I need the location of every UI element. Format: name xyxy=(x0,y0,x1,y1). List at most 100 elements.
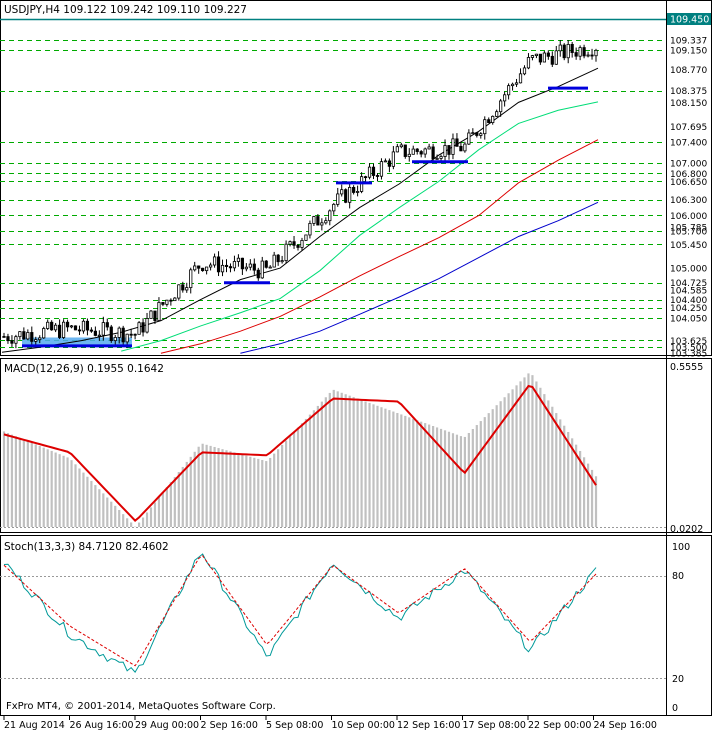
macd-panel-title: MACD(12,26,9) 0.1955 0.1642 xyxy=(4,363,164,375)
macd-bar xyxy=(185,461,188,527)
macd-bar xyxy=(451,433,455,527)
candle-body xyxy=(236,257,241,262)
macd-bar xyxy=(503,397,506,527)
macd-bar xyxy=(348,395,351,527)
macd-bar xyxy=(153,502,157,527)
candle-body xyxy=(272,254,276,268)
candle-body xyxy=(320,222,324,226)
macd-bar xyxy=(122,514,125,527)
candle-body xyxy=(69,325,74,328)
price-axis-label: 103.500 xyxy=(670,343,707,353)
candle-body xyxy=(491,115,495,123)
candle-body xyxy=(375,175,380,177)
candle-body xyxy=(316,216,320,226)
price-axis-label: 109.150 xyxy=(670,46,707,56)
macd-bar xyxy=(241,454,244,527)
macd-bar xyxy=(118,509,121,527)
macd-bar xyxy=(507,393,510,527)
candle-body xyxy=(296,244,300,248)
candle-body xyxy=(18,331,22,338)
macd-bar xyxy=(420,421,423,527)
candle-body xyxy=(308,223,312,236)
candle-body xyxy=(582,47,586,57)
candle-body xyxy=(109,326,113,342)
candlesticks xyxy=(2,40,598,349)
macd-bar xyxy=(102,493,105,527)
macd-bar xyxy=(173,477,176,527)
macd-bar xyxy=(404,415,407,527)
candle-body xyxy=(149,310,153,319)
macd-bar xyxy=(161,492,165,527)
macd-bar xyxy=(368,402,371,527)
price-axis-label: 108.150 xyxy=(670,99,707,109)
candle-body xyxy=(26,332,30,340)
macd-bar xyxy=(328,392,331,527)
macd-bar xyxy=(277,449,280,527)
price-axis-label: 104.250 xyxy=(670,304,707,314)
current-price-box xyxy=(667,13,711,25)
candle-body xyxy=(510,83,515,87)
candle-body xyxy=(534,53,539,56)
candle-body xyxy=(383,160,388,163)
macd-bar xyxy=(157,497,161,527)
candle-body xyxy=(506,85,511,96)
macd-bar xyxy=(515,385,518,527)
candle-body xyxy=(181,284,185,291)
macd-bar xyxy=(467,432,470,527)
macd-bar xyxy=(455,434,459,527)
macd-bar xyxy=(269,457,272,527)
macd-bar xyxy=(78,468,81,527)
macd-bar xyxy=(82,472,85,527)
macd-bar xyxy=(261,459,264,527)
macd-bar xyxy=(130,522,133,527)
macd-bar xyxy=(523,377,526,527)
candle-body xyxy=(224,264,229,267)
macd-bar xyxy=(495,405,498,527)
candle-body xyxy=(586,54,590,57)
candle-body xyxy=(42,328,46,339)
macd-bar xyxy=(273,453,276,527)
candle-body xyxy=(22,331,26,340)
macd-bar xyxy=(408,417,411,527)
macd-bar xyxy=(424,423,427,527)
candle-body xyxy=(252,263,256,271)
candle-body xyxy=(447,145,451,155)
candle-body xyxy=(50,321,54,331)
macd-bar xyxy=(70,460,73,527)
macd-bar xyxy=(320,401,323,527)
macd-bar xyxy=(94,485,97,527)
macd-bar xyxy=(265,461,268,527)
price-axis-label: 106.800 xyxy=(670,170,707,180)
macd-bar xyxy=(137,522,141,527)
macd-bar xyxy=(511,389,514,527)
candle-body xyxy=(165,299,169,305)
candle-body xyxy=(443,145,447,157)
candle-body xyxy=(85,320,90,331)
candle-body xyxy=(570,43,574,53)
price-axis-label: 105.450 xyxy=(670,241,707,251)
candle-body xyxy=(344,189,348,203)
macd-bar xyxy=(205,444,208,527)
price-axis-label: 104.050 xyxy=(670,315,707,325)
candle-body xyxy=(518,73,523,84)
macd-bar xyxy=(257,458,260,527)
price-axis-label: 105.785 xyxy=(670,223,707,233)
candle-body xyxy=(65,321,70,328)
macd-bar xyxy=(586,463,590,527)
macd-bar xyxy=(527,373,530,527)
ma-green-line xyxy=(121,101,599,352)
macd-bar xyxy=(217,448,220,527)
candle-body xyxy=(137,322,141,335)
stoch-signal-line xyxy=(3,555,597,667)
candle-body xyxy=(554,50,558,65)
stoch-main-line xyxy=(3,553,597,673)
candle-body xyxy=(363,176,368,179)
macd-bar xyxy=(336,391,339,527)
macd-bar xyxy=(432,425,435,527)
macd-bar xyxy=(539,387,542,527)
candle-body xyxy=(81,320,86,332)
candle-body xyxy=(89,329,93,332)
price-axis-label: 104.585 xyxy=(670,286,707,296)
ma-red-line xyxy=(160,139,599,354)
macd-bar xyxy=(249,456,252,527)
